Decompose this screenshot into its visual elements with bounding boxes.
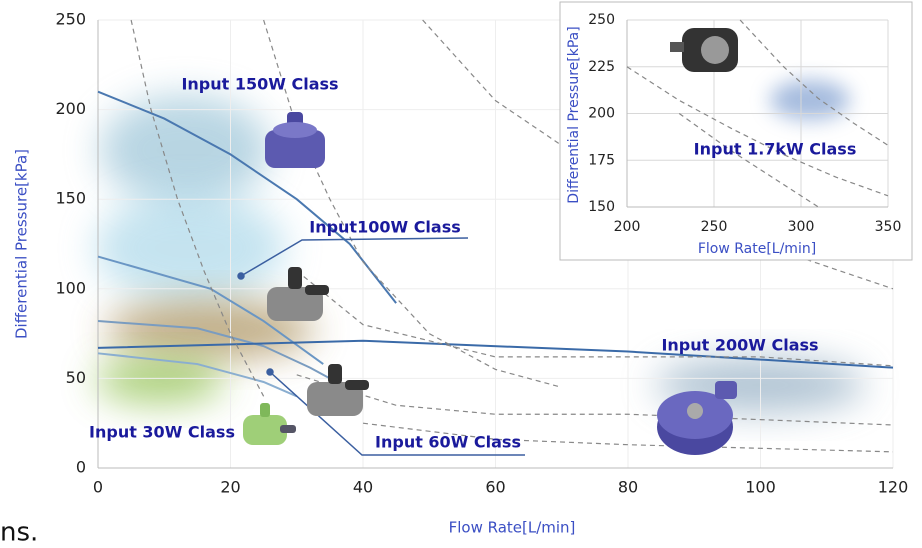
y-tick-label: 100: [55, 278, 86, 297]
y-tick-label: 250: [588, 12, 615, 28]
x-tick-label: 100: [745, 478, 776, 497]
class-label: Input100W Class: [309, 218, 461, 237]
class-label: Input 60W Class: [375, 433, 521, 452]
x-tick-label: 200: [614, 219, 641, 235]
x-tick-label: 20: [220, 478, 240, 497]
y-tick-label: 150: [588, 199, 615, 215]
y-tick-label: 175: [588, 152, 615, 168]
x-axis-title: Flow Rate[L/min]: [449, 519, 576, 537]
y-tick-label: 225: [588, 59, 615, 75]
x-tick-label: 40: [353, 478, 373, 497]
class-label: Input 200W Class: [661, 336, 818, 355]
x-tick-label: 60: [485, 478, 505, 497]
y-axis-title: Differential Pressure[kPa]: [13, 149, 31, 339]
x-tick-label: 300: [788, 219, 815, 235]
page: {"chart_data": [ {"type": "line", "xlabe…: [0, 0, 922, 548]
x-tick-label: 80: [618, 478, 638, 497]
x-tick-label: 350: [875, 219, 902, 235]
inset: 150 175 200 225 250 200 250 300 350 Flow Rate[L/m…: [560, 2, 912, 260]
x-tick-label: 250: [701, 219, 728, 235]
y-axis-title: Differential Pressure[kPa]: [566, 26, 582, 203]
y-tick-label: 150: [55, 189, 86, 208]
class-label: Input 1.7kW Class: [694, 140, 857, 159]
y-tick-label: 200: [588, 106, 615, 122]
y-tick-label: 50: [66, 368, 86, 387]
x-axis-title: Flow Rate[L/min]: [698, 241, 816, 257]
x-tick-label: 0: [93, 478, 103, 497]
class-label: Input 30W Class: [89, 423, 235, 442]
chart: 0 50 100 150 200 250 0 20 40 60 80 100 120 Flow Rate[…: [0, 0, 922, 548]
x-tick-label: 120: [878, 478, 909, 497]
y-tick-label: 0: [76, 458, 86, 477]
footer-text: ns.: [0, 518, 38, 548]
y-tick-label: 200: [55, 99, 86, 118]
class-label: Input 150W Class: [181, 75, 338, 94]
y-tick-label: 250: [55, 10, 86, 29]
